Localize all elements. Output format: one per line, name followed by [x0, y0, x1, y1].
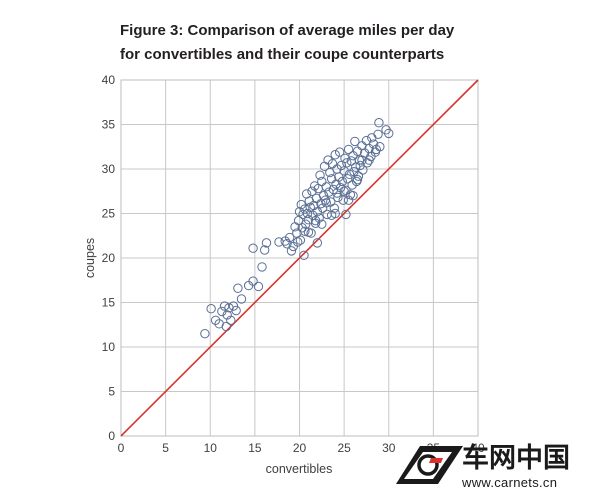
data-point: [334, 147, 345, 157]
y-axis-ticks: 0 5 10 15 20 25 30 35 40: [102, 73, 116, 443]
data-point: [330, 150, 340, 160]
data-point: [332, 188, 342, 198]
data-point: [206, 304, 216, 314]
data-point: [259, 245, 270, 255]
x-tick-label: 30: [382, 441, 396, 455]
data-point: [321, 198, 331, 208]
data-point: [307, 186, 317, 196]
data-point: [339, 186, 349, 196]
data-point: [348, 150, 358, 161]
data-point: [373, 129, 383, 139]
reference-line-y-equals-x: [120, 79, 479, 437]
data-point: [362, 158, 373, 168]
data-point: [300, 204, 310, 214]
y-tick-label: 0: [108, 429, 115, 443]
x-tick-label: 20: [293, 441, 307, 455]
data-point: [341, 209, 351, 220]
plot-area-frame: [120, 79, 479, 437]
data-point: [374, 118, 384, 128]
carnets-logo-icon: [396, 446, 463, 484]
data-point: [210, 315, 221, 325]
data-point: [358, 165, 368, 175]
y-tick-label: 25: [102, 207, 116, 221]
data-point: [236, 294, 247, 304]
data-point: [248, 276, 258, 286]
y-axis-label: coupes: [83, 238, 97, 278]
data-point: [310, 215, 321, 226]
data-point: [231, 305, 241, 316]
data-point: [200, 328, 210, 339]
chart-title-line-2: for convertibles and their coupe counter…: [120, 46, 444, 63]
data-point: [284, 232, 295, 243]
data-point: [352, 174, 363, 185]
data-point: [233, 283, 243, 293]
y-tick-label: 40: [102, 73, 116, 87]
x-tick-label: 5: [162, 441, 169, 455]
data-point: [344, 169, 355, 180]
data-point: [353, 171, 364, 181]
data-point: [364, 155, 374, 165]
data-point: [342, 158, 352, 168]
data-point: [351, 176, 362, 187]
data-point: [312, 207, 323, 217]
data-point: [335, 182, 346, 193]
y-tick-label: 5: [108, 385, 115, 399]
y-tick-label: 10: [102, 340, 116, 354]
data-point: [300, 226, 310, 237]
watermark-url: www.carnets.cn: [461, 475, 557, 490]
data-point: [219, 301, 230, 311]
data-point: [337, 176, 348, 187]
data-point: [243, 280, 254, 291]
chart-title-line-1: Figure 3: Comparison of average miles pe…: [120, 22, 455, 39]
y-tick-label: 30: [102, 162, 116, 176]
data-point: [286, 246, 297, 256]
data-point: [282, 239, 292, 249]
x-tick-label: 0: [118, 441, 125, 455]
data-point: [343, 144, 354, 155]
data-point: [312, 238, 323, 248]
data-point: [253, 281, 264, 292]
data-point: [248, 243, 258, 253]
data-point: [299, 250, 309, 261]
data-points: [200, 118, 394, 339]
reference-line: [120, 79, 479, 437]
data-point: [293, 237, 303, 247]
data-point: [338, 195, 348, 205]
data-point: [326, 210, 337, 220]
data-point: [295, 235, 306, 245]
watermark-chinese: 车网中国: [462, 442, 570, 474]
data-point: [343, 195, 354, 205]
data-point: [315, 170, 325, 180]
y-tick-label: 15: [102, 296, 116, 310]
data-point: [226, 315, 236, 325]
data-point: [310, 218, 321, 228]
data-point: [328, 184, 339, 195]
data-point: [357, 155, 367, 165]
data-point: [222, 310, 232, 320]
data-point: [333, 192, 343, 203]
x-tick-label: 40: [471, 441, 485, 455]
data-point: [342, 174, 353, 184]
x-tick-label: 15: [248, 441, 262, 455]
data-point: [261, 238, 272, 248]
watermark-logo: 车网中国 www.carnets.cn: [396, 442, 570, 490]
data-point: [257, 262, 267, 272]
data-point: [371, 144, 381, 155]
y-tick-label: 35: [102, 118, 116, 132]
data-point: [294, 207, 305, 217]
data-point: [384, 128, 394, 139]
x-tick-label: 10: [204, 441, 218, 455]
data-point: [228, 301, 239, 311]
data-point: [221, 321, 232, 332]
x-axis-label: convertibles: [266, 462, 333, 476]
data-point: [303, 227, 314, 237]
data-point: [350, 136, 360, 147]
x-tick-label: 25: [337, 441, 351, 455]
y-tick-label: 20: [102, 251, 116, 265]
